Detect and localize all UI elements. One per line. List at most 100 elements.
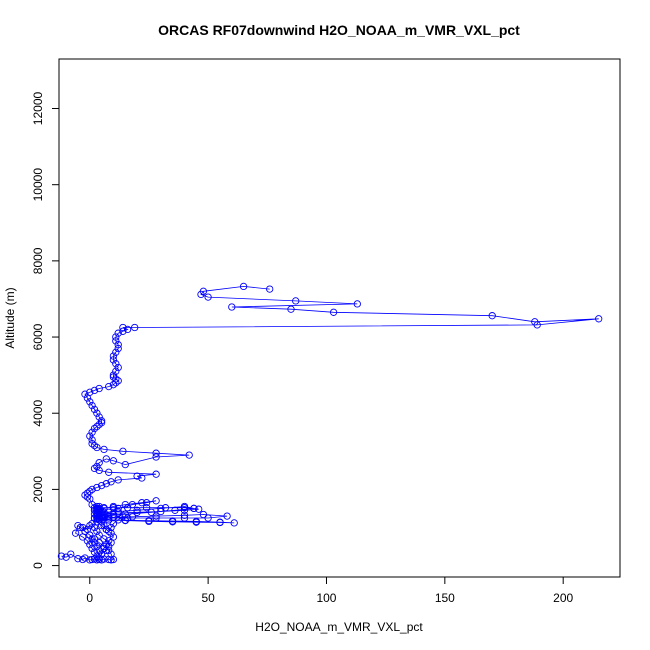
data-point — [109, 371, 118, 379]
data-point — [185, 451, 193, 459]
data-point — [79, 555, 87, 564]
data-point — [531, 318, 539, 326]
data-point — [100, 542, 108, 551]
series-line — [61, 285, 599, 561]
data-point — [133, 506, 141, 514]
data-point — [90, 539, 99, 547]
data-point — [138, 499, 146, 507]
data-point — [95, 384, 103, 393]
data-point — [95, 539, 103, 547]
plot-area — [57, 282, 603, 564]
data-point — [95, 504, 103, 513]
data-point — [239, 282, 248, 291]
x-tick-label: 100 — [316, 591, 336, 605]
x-tick-label: 50 — [201, 591, 215, 605]
data-point — [109, 513, 118, 522]
data-point — [353, 300, 361, 308]
data-point — [147, 508, 155, 516]
data-point — [93, 504, 101, 513]
data-point — [180, 502, 189, 511]
data-point — [112, 333, 120, 341]
data-point — [95, 413, 103, 421]
data-point — [157, 504, 165, 513]
data-point — [100, 508, 108, 516]
data-point — [114, 504, 122, 513]
data-point — [71, 529, 80, 537]
data-point — [109, 533, 118, 541]
data-point — [95, 554, 103, 562]
y-tick-label: 2000 — [31, 476, 45, 503]
data-point — [152, 497, 160, 505]
data-point — [105, 382, 113, 391]
data-point — [97, 417, 106, 425]
data-point — [105, 542, 113, 551]
data-point — [95, 546, 103, 554]
data-point — [109, 457, 118, 465]
data-point — [88, 436, 96, 444]
data-point — [105, 537, 113, 545]
data-point — [223, 512, 231, 520]
data-point — [74, 521, 82, 530]
data-point — [168, 517, 177, 525]
data-point — [100, 544, 108, 553]
data-point — [595, 315, 603, 323]
data-point — [112, 360, 120, 368]
data-point — [152, 470, 160, 478]
data-point — [88, 401, 96, 410]
data-point — [142, 499, 151, 507]
data-point — [152, 512, 160, 520]
chart-title: ORCAS RF07downwind H2O_NOAA_m_VMR_VXL_pc… — [158, 22, 520, 38]
data-points — [57, 282, 603, 564]
data-point — [88, 485, 96, 494]
data-point — [128, 513, 137, 521]
data-point — [152, 453, 160, 461]
data-point — [102, 525, 110, 534]
data-point — [109, 352, 118, 360]
data-point — [81, 491, 89, 499]
data-point — [102, 540, 110, 549]
data-point — [86, 398, 94, 406]
data-point — [190, 504, 198, 513]
data-point — [107, 523, 115, 532]
data-point — [123, 514, 132, 522]
data-point — [121, 510, 129, 518]
data-point — [102, 480, 110, 488]
data-point — [95, 466, 103, 475]
data-point — [105, 512, 113, 520]
data-point — [93, 514, 101, 522]
data-point — [119, 327, 127, 335]
data-point — [79, 523, 87, 532]
data-point — [152, 449, 160, 457]
data-point — [128, 500, 137, 509]
data-point — [88, 535, 96, 543]
data-point — [230, 519, 238, 527]
data-point — [93, 409, 101, 417]
data-point — [74, 555, 82, 563]
data-point — [95, 420, 103, 429]
data-point — [199, 287, 208, 295]
data-point — [90, 405, 99, 414]
data-point — [100, 445, 108, 454]
data-point — [93, 483, 101, 492]
data-point — [114, 377, 122, 385]
data-point — [180, 511, 189, 519]
data-point — [161, 504, 170, 512]
data-point — [102, 546, 110, 554]
data-point — [266, 285, 274, 293]
data-point — [95, 531, 103, 539]
data-point — [93, 462, 101, 471]
data-point — [86, 531, 94, 539]
data-point — [81, 390, 89, 398]
data-point — [81, 554, 89, 562]
data-point — [329, 308, 338, 316]
data-point — [86, 521, 94, 530]
data-point — [121, 460, 129, 469]
data-point — [199, 510, 208, 519]
y-axis: 0 2000 4000 6000 8000 10000 12000 — [31, 92, 59, 569]
data-point — [97, 514, 106, 522]
y-tick-label: 8000 — [31, 247, 45, 274]
data-point — [133, 508, 141, 516]
data-point — [105, 468, 113, 476]
data-point — [81, 527, 89, 535]
data-point — [86, 432, 94, 440]
